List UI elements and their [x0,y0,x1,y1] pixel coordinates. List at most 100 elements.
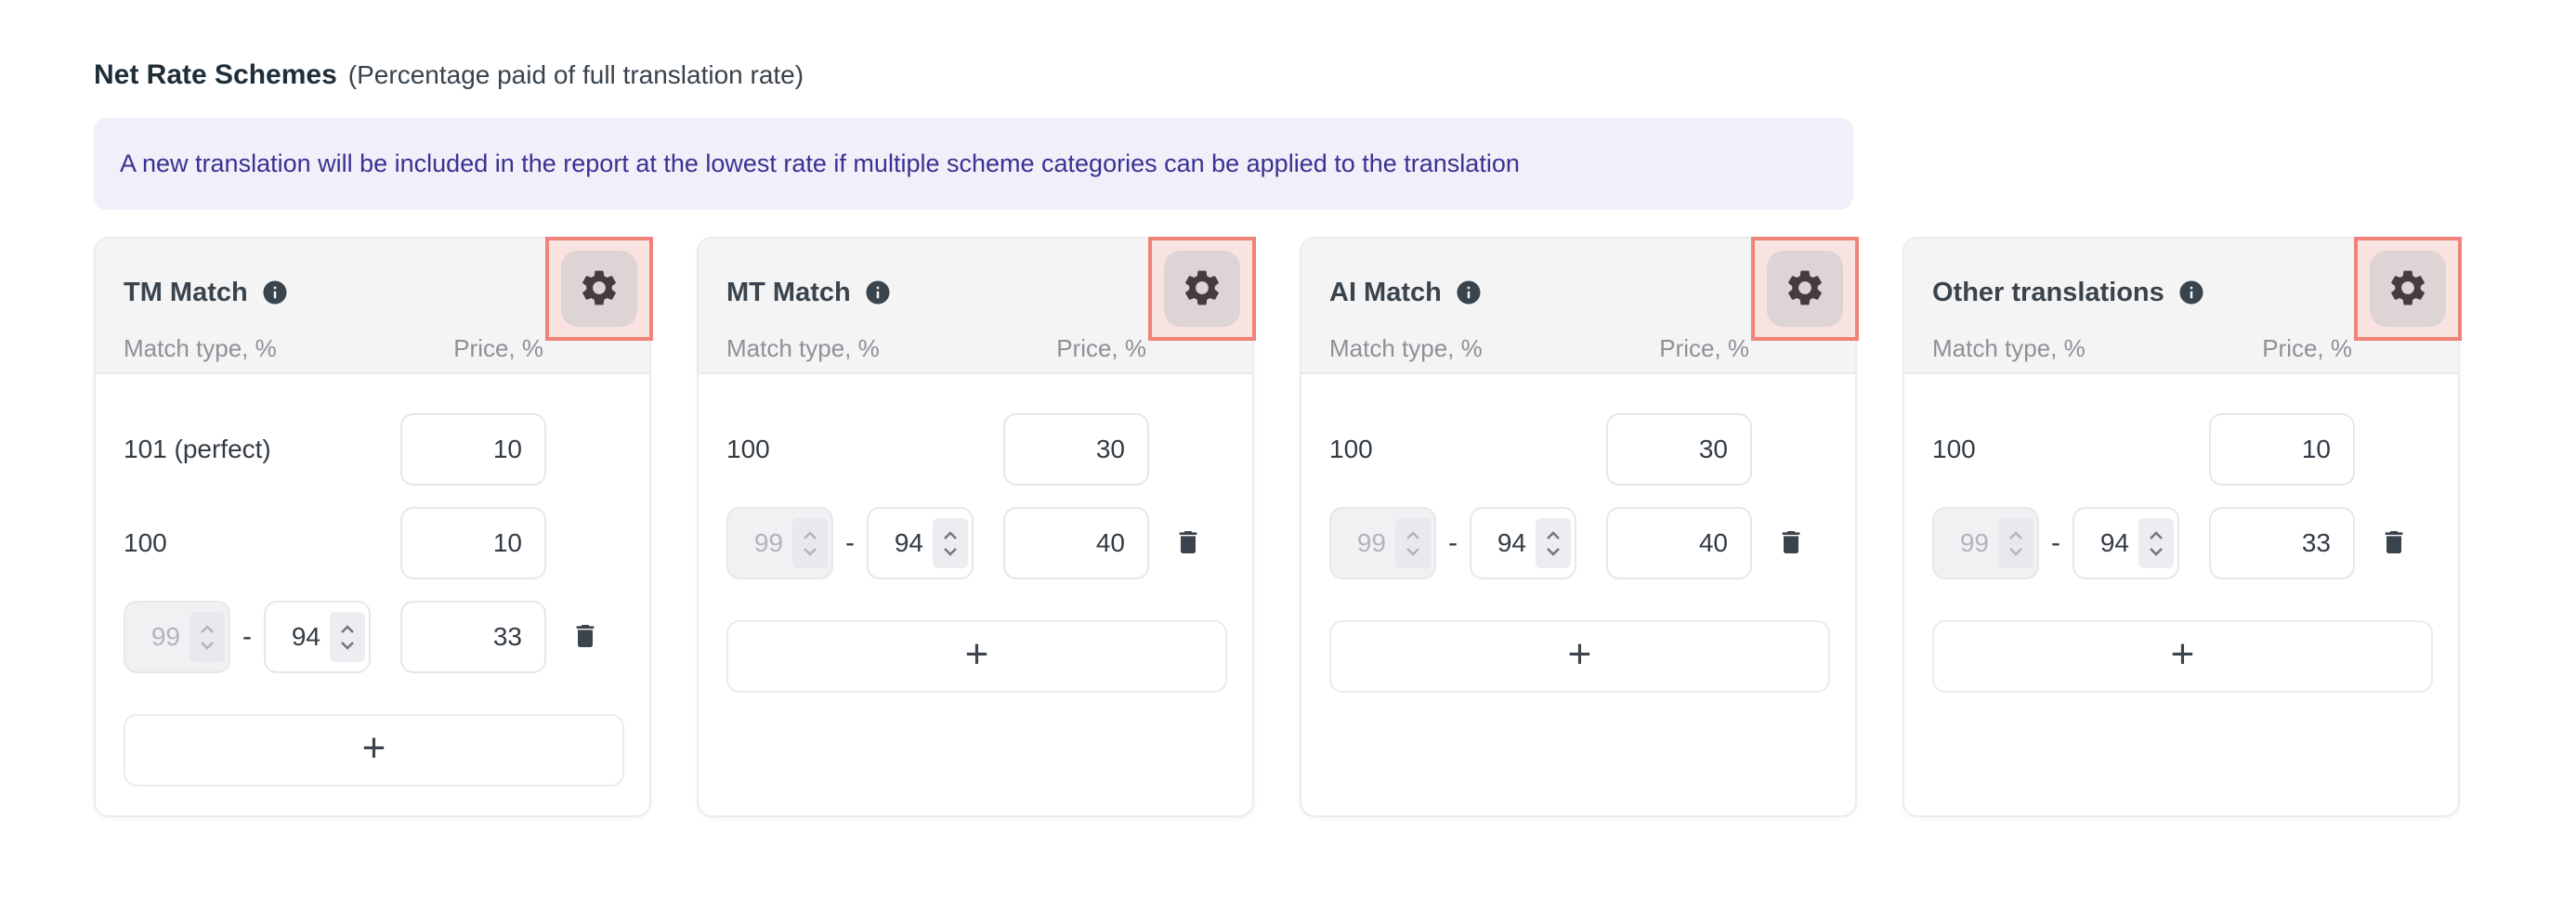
info-icon[interactable] [261,279,289,306]
stepper [190,612,225,662]
chevron-down-icon[interactable] [2149,547,2164,556]
price-input[interactable] [2209,413,2355,486]
delete-row-button[interactable] [570,620,600,655]
rate-row: 100 [1932,413,2433,486]
delete-row-button[interactable] [1173,526,1203,561]
chevron-up-icon[interactable] [943,530,958,540]
delete-row-button[interactable] [1776,526,1806,561]
column-label-match-type: Match type, % [1329,334,1483,362]
price-input[interactable] [400,601,546,673]
price-input[interactable] [2209,507,2355,579]
price-input[interactable] [1003,507,1149,579]
plus-icon: + [361,724,386,771]
chevron-up-icon [1406,530,1420,540]
card-title-row: AI Match [1329,276,1827,309]
add-row-button[interactable]: + [1329,620,1830,693]
price-input[interactable] [400,507,546,579]
gear-icon [1181,266,1223,312]
price-input[interactable] [1606,507,1752,579]
rate-range-row: - [124,601,624,673]
page-title: Net Rate Schemes [94,59,337,90]
range-from-stepper [726,507,833,579]
rate-scheme-cards: TM Match Match type, % Price, % 101 (per… [94,237,2576,817]
chevron-down-icon [803,547,817,556]
info-icon[interactable] [864,279,892,306]
card-title-row: Other translations [1932,276,2430,309]
chevron-up-icon [200,624,215,634]
rate-range-row: - [1932,507,2433,579]
stepper [1395,518,1431,568]
rate-range-row: - [1329,507,1830,579]
chevron-up-icon [2008,530,2023,540]
info-banner-text: A new translation will be included in th… [120,149,1520,177]
column-label-price: Price, % [1659,334,1749,362]
gear-icon [2386,266,2429,312]
price-input[interactable] [400,413,546,486]
stepper[interactable] [2138,518,2174,568]
stepper[interactable] [1536,518,1571,568]
card-title: AI Match [1329,278,1442,307]
column-label-price: Price, % [2262,334,2352,362]
rate-range-row: - [726,507,1227,579]
gear-icon [578,266,621,312]
stepper [792,518,828,568]
price-input[interactable] [1003,413,1149,486]
chevron-down-icon[interactable] [1546,547,1561,556]
chevron-down-icon[interactable] [943,547,958,556]
stepper [1998,518,2033,568]
card-body: 101 (perfect) 100 [96,374,649,786]
card-title: MT Match [726,278,851,307]
settings-button[interactable] [1164,251,1240,327]
range-from-stepper [124,601,230,673]
add-row-button[interactable]: + [124,714,624,786]
chevron-down-icon [2008,547,2023,556]
match-type-label: 100 [1932,435,1976,463]
info-icon[interactable] [1455,279,1483,306]
gear-highlight-box [2354,237,2462,341]
chevron-down-icon[interactable] [340,641,355,650]
card-title: TM Match [124,278,248,307]
card-ai-match: AI Match Match type, % Price, % 100 [1300,237,1859,817]
gear-highlight-box [545,237,653,341]
column-label-match-type: Match type, % [124,334,277,362]
trash-icon [1173,526,1203,561]
rate-row: 101 (perfect) [124,413,624,486]
card-mt-match: MT Match Match type, % Price, % 100 [697,237,1256,817]
trash-icon [570,620,600,655]
match-type-label: 100 [1329,435,1373,463]
range-to-stepper [867,507,974,579]
add-row-button[interactable]: + [1932,620,2433,693]
settings-button[interactable] [1767,251,1843,327]
range-separator: - [1448,527,1458,558]
range-from-stepper [1329,507,1436,579]
stepper[interactable] [330,612,365,662]
gear-highlight-box [1148,237,1256,341]
card-title-row: MT Match [726,276,1224,309]
settings-button[interactable] [2370,251,2446,327]
column-labels: Match type, % Price, % [1932,332,2430,364]
stepper[interactable] [933,518,968,568]
info-icon[interactable] [2177,279,2205,306]
rate-row: 100 [124,507,624,579]
chevron-up-icon[interactable] [2149,530,2164,540]
range-separator: - [242,621,252,652]
chevron-up-icon[interactable] [1546,530,1561,540]
gear-highlight-box [1751,237,1859,341]
trash-icon [1776,526,1806,561]
add-row-button[interactable]: + [726,620,1227,693]
settings-button[interactable] [561,251,637,327]
column-labels: Match type, % Price, % [726,332,1224,364]
chevron-up-icon [803,530,817,540]
column-label-price: Price, % [453,334,543,362]
chevron-up-icon[interactable] [340,624,355,634]
price-input[interactable] [1606,413,1752,486]
range-from-stepper [1932,507,2039,579]
range-to-stepper [2073,507,2179,579]
card-tm-match: TM Match Match type, % Price, % 101 (per… [94,237,653,817]
delete-row-button[interactable] [2379,526,2409,561]
column-labels: Match type, % Price, % [1329,332,1827,364]
range-separator: - [2051,527,2060,558]
trash-icon [2379,526,2409,561]
card-title-row: TM Match [124,276,621,309]
